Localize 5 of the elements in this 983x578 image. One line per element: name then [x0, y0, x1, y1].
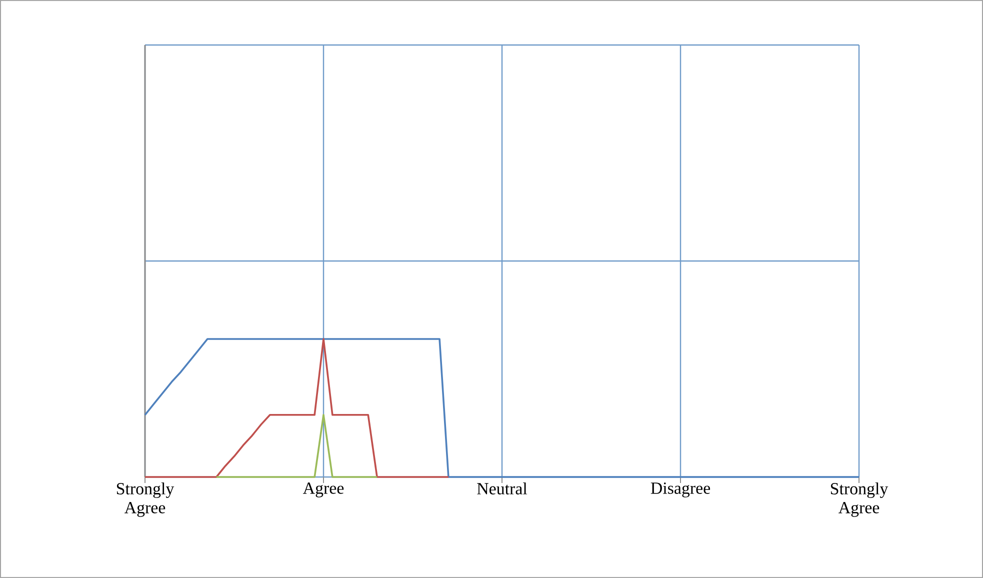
x-tick-label: Neutral — [477, 482, 528, 494]
x-tick-label: Strongly Agree — [830, 482, 888, 517]
x-tick-label: Strongly Agree — [116, 482, 174, 517]
x-tick-label: Disagree — [650, 482, 710, 498]
x-tick-label: Agree — [302, 482, 344, 498]
